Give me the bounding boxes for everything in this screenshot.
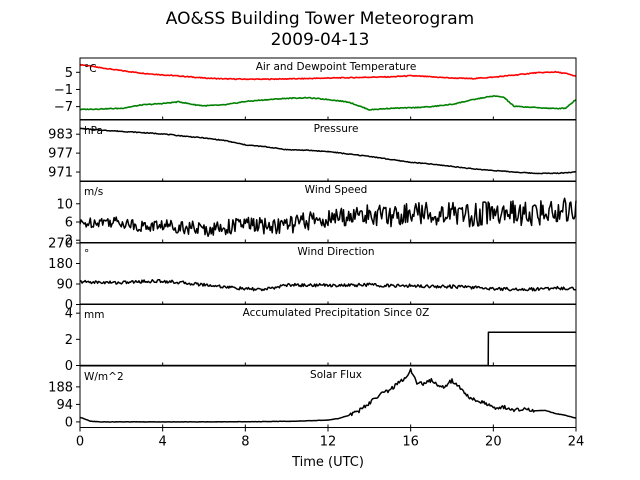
panel-unit-label: °C [84, 63, 97, 75]
y-tick-label: 971 [48, 166, 73, 181]
series-line-5-1 [80, 331, 576, 367]
panel-unit-label: mm [84, 309, 104, 321]
series-line-2-1 [79, 127, 576, 175]
x-tick-label: 8 [241, 435, 249, 450]
figure-subtitle: 2009-04-13 [271, 30, 370, 50]
y-tick-label: −7 [54, 100, 73, 115]
x-axis-label: Time (UTC) [291, 455, 364, 470]
y-tick-label: 4 [65, 307, 73, 322]
y-tick-label: 0 [65, 415, 73, 430]
panel-1: 5 −1 −7 Air and Dewpoint Temperature °C [54, 57, 577, 120]
y-tick-label: 90 [56, 278, 73, 293]
x-axis: 0 4 8 12 16 20 24 [76, 427, 585, 450]
series-line-1-1 [79, 63, 577, 81]
y-tick-label: 2 [65, 333, 73, 348]
panel-title: Solar Flux [310, 369, 362, 381]
panel-6: 188 94 0 Solar Flux W/m^2 [48, 365, 577, 430]
y-tick-label: 188 [48, 380, 73, 395]
x-tick-label: 12 [320, 435, 337, 450]
x-tick-label: 20 [485, 435, 502, 450]
y-tick-label: 2 [65, 234, 73, 249]
series-line-3-1 [79, 197, 577, 238]
panel-4: 270 180 90 0 Wind Direction ° [48, 237, 577, 313]
y-tick-label: 10 [56, 197, 73, 212]
x-tick-label: 0 [76, 435, 84, 450]
figure-title: AO&SS Building Tower Meteorogram [166, 9, 474, 29]
panel-5: 4 2 0 Accumulated Precipitation Since 0Z mm [65, 303, 577, 374]
y-tick-label: 270 [48, 237, 73, 252]
panel-2: 983 977 971 Pressure hPa [48, 119, 577, 182]
panel-title: Pressure [314, 123, 359, 135]
y-tick-label: 180 [48, 257, 73, 272]
x-tick-label: 16 [402, 435, 419, 450]
y-tick-label: 94 [56, 398, 73, 413]
y-tick-label: 0 [65, 298, 73, 313]
series-line-4-1 [79, 278, 576, 292]
panel-unit-label: hPa [84, 125, 103, 137]
panels-group: 5 −1 −7 Air and Dewpoint Temperature °C 983 97… [48, 57, 577, 430]
panel-unit-label: m/s [84, 186, 103, 198]
panel-3: 10 6 2 Wind Speed m/s [56, 180, 577, 249]
x-tick-label: 24 [568, 435, 585, 450]
x-tick-label: 4 [159, 435, 167, 450]
panel-title: Air and Dewpoint Temperature [256, 61, 417, 73]
panel-title: Accumulated Precipitation Since 0Z [243, 307, 430, 319]
panel-unit-label: ° [84, 248, 89, 260]
y-tick-label: 977 [48, 147, 73, 162]
series-line-1-2 [80, 95, 577, 111]
y-tick-label: 6 [65, 216, 73, 231]
y-tick-label: 983 [48, 128, 73, 143]
y-tick-label: 0 [65, 359, 73, 374]
series-line-6-1 [79, 368, 577, 423]
panel-title: Wind Direction [297, 246, 374, 258]
y-tick-label: 5 [65, 66, 73, 81]
panel-title: Wind Speed [305, 184, 368, 196]
panel-unit-label: W/m^2 [84, 371, 124, 383]
y-tick-label: −1 [54, 83, 73, 98]
